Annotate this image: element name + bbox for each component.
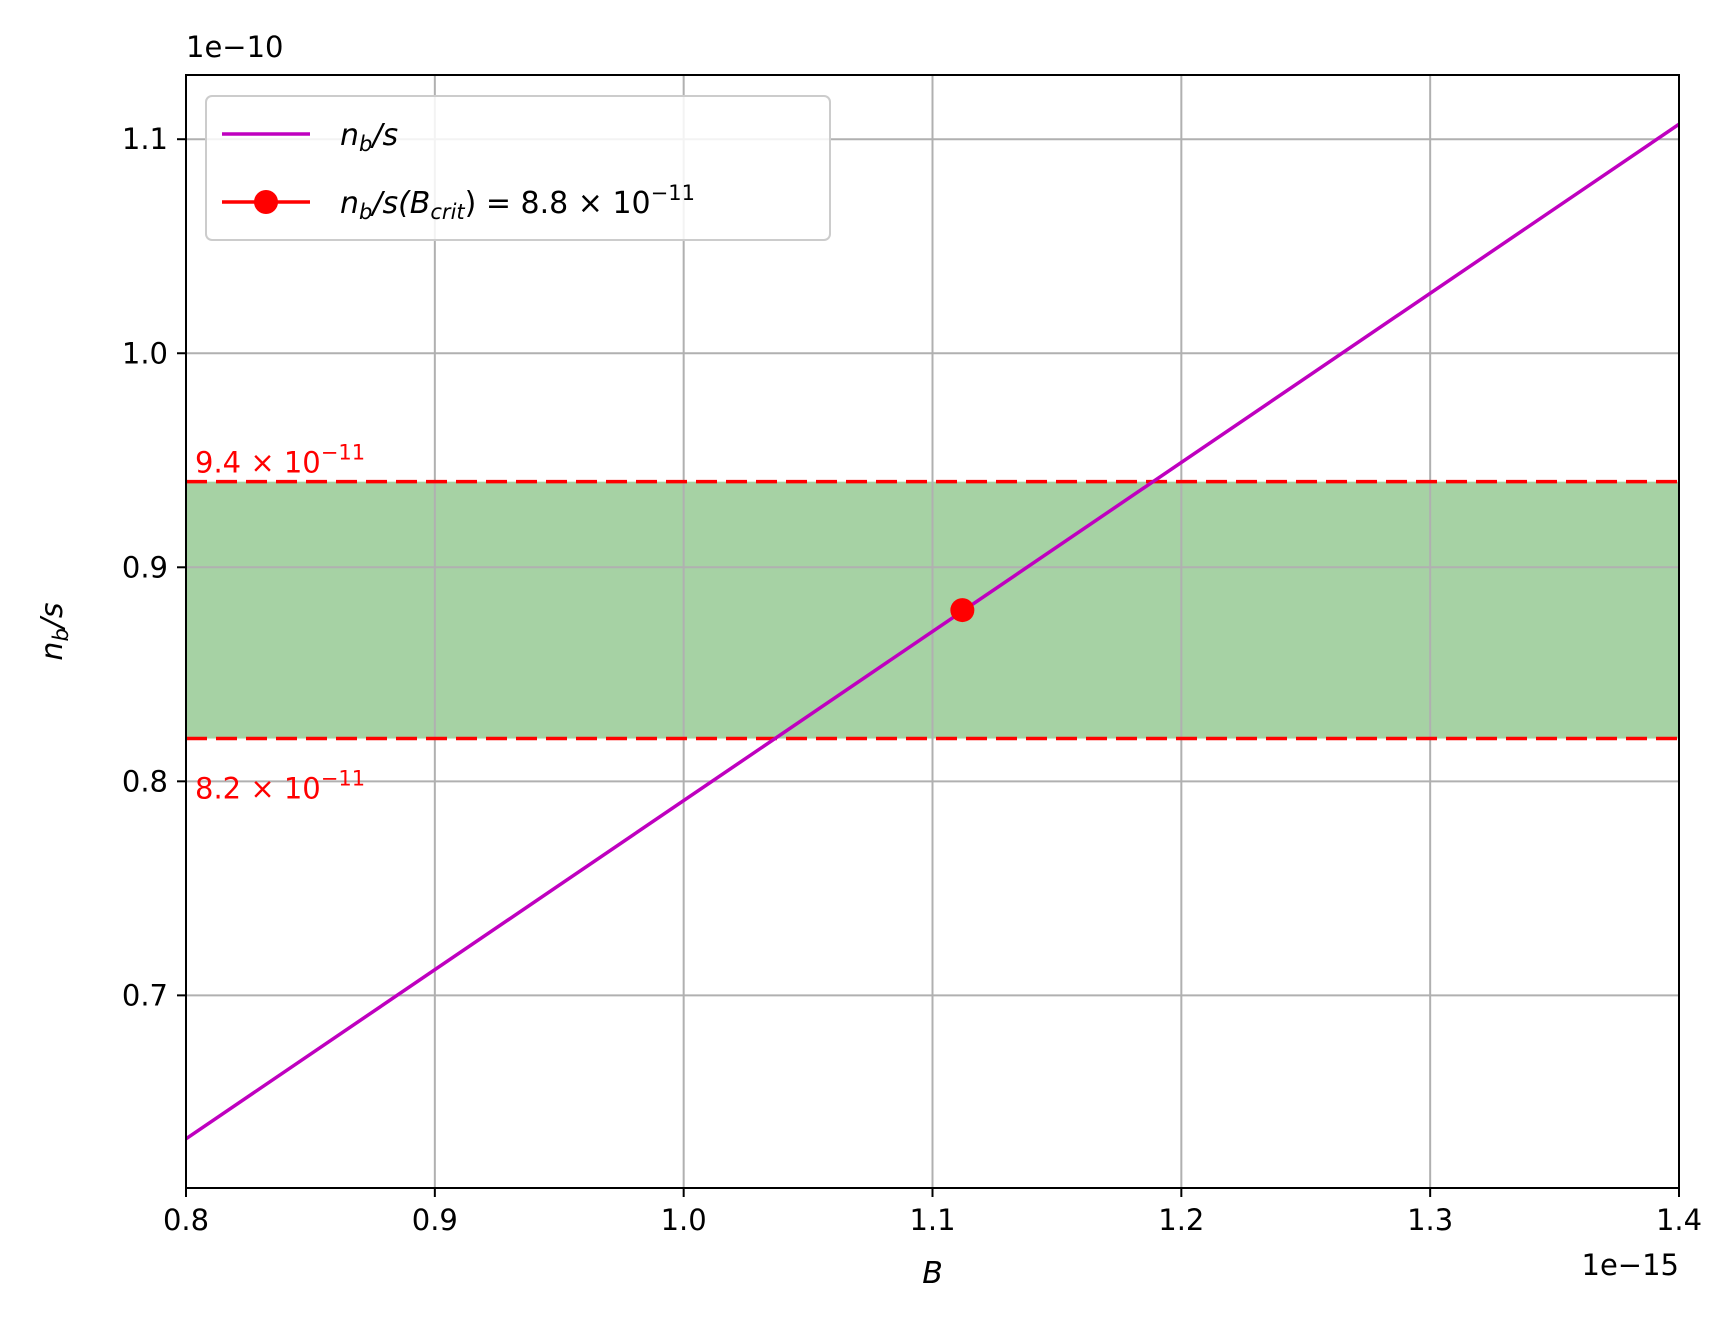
x-axis-ticks: 0.8 0.9 1.0 1.1 1.2 1.3 1.4 xyxy=(163,1188,1702,1237)
y-tick-label: 0.9 xyxy=(122,550,168,584)
y-tick-label: 0.7 xyxy=(122,978,168,1012)
y-axis-label-sub: b xyxy=(49,628,73,641)
y-axis-offset-label: 1e−10 xyxy=(186,30,284,64)
series-line-nb-s xyxy=(185,122,1680,1141)
y-axis-label-tail: /s xyxy=(35,602,70,631)
band-upper-label-sup: −11 xyxy=(321,441,365,465)
legend-point-tail: ) = 8.8 × 10 xyxy=(465,186,651,221)
x-tick-label: 1.4 xyxy=(1656,1203,1702,1237)
legend-line-tail: /s xyxy=(369,118,398,153)
x-tick-label: 1.1 xyxy=(909,1203,955,1237)
band-lower-label: 8.2 × 10−11 xyxy=(195,767,365,806)
band-lower-label-sup: −11 xyxy=(321,767,365,791)
legend-entry-line: nb/s xyxy=(340,118,398,156)
legend-entry-point: nb/s(Bcrit) = 8.8 × 10−11 xyxy=(340,181,695,224)
legend-swatch-point-marker xyxy=(254,190,278,214)
y-axis-ticks: 0.7 0.8 0.9 1.0 1.1 xyxy=(122,122,186,1012)
legend-point-mid: /s(B xyxy=(369,186,430,221)
band-lower-label-text: 8.2 × 10 xyxy=(195,772,321,806)
y-axis-label: nb/s xyxy=(35,602,73,660)
legend-line-base: n xyxy=(340,118,359,153)
critical-point-marker xyxy=(950,598,975,623)
band-upper-label-text: 9.4 × 10 xyxy=(195,446,321,480)
legend-point-base: n xyxy=(340,186,359,221)
y-tick-label: 0.8 xyxy=(122,764,168,798)
x-axis-label: B xyxy=(922,1256,943,1291)
x-tick-label: 1.2 xyxy=(1158,1203,1204,1237)
x-tick-label: 1.0 xyxy=(661,1203,707,1237)
legend: nb/s nb/s(Bcrit) = 8.8 × 10−11 xyxy=(205,95,831,241)
y-axis-label-base: n xyxy=(35,642,70,661)
x-tick-label: 0.8 xyxy=(163,1203,209,1237)
legend-point-sub: b xyxy=(359,200,372,224)
y-tick-label: 1.0 xyxy=(122,336,168,370)
legend-point-sub2: crit xyxy=(430,200,465,224)
band-upper-label: 9.4 × 10−11 xyxy=(195,441,365,480)
legend-box xyxy=(205,95,831,241)
x-tick-label: 0.9 xyxy=(412,1203,458,1237)
legend-line-sub: b xyxy=(359,132,372,156)
x-tick-label: 1.3 xyxy=(1407,1203,1453,1237)
legend-point-sup: −11 xyxy=(651,181,695,205)
x-axis-offset-label: 1e−15 xyxy=(1582,1248,1680,1282)
y-tick-label: 1.1 xyxy=(122,122,168,156)
